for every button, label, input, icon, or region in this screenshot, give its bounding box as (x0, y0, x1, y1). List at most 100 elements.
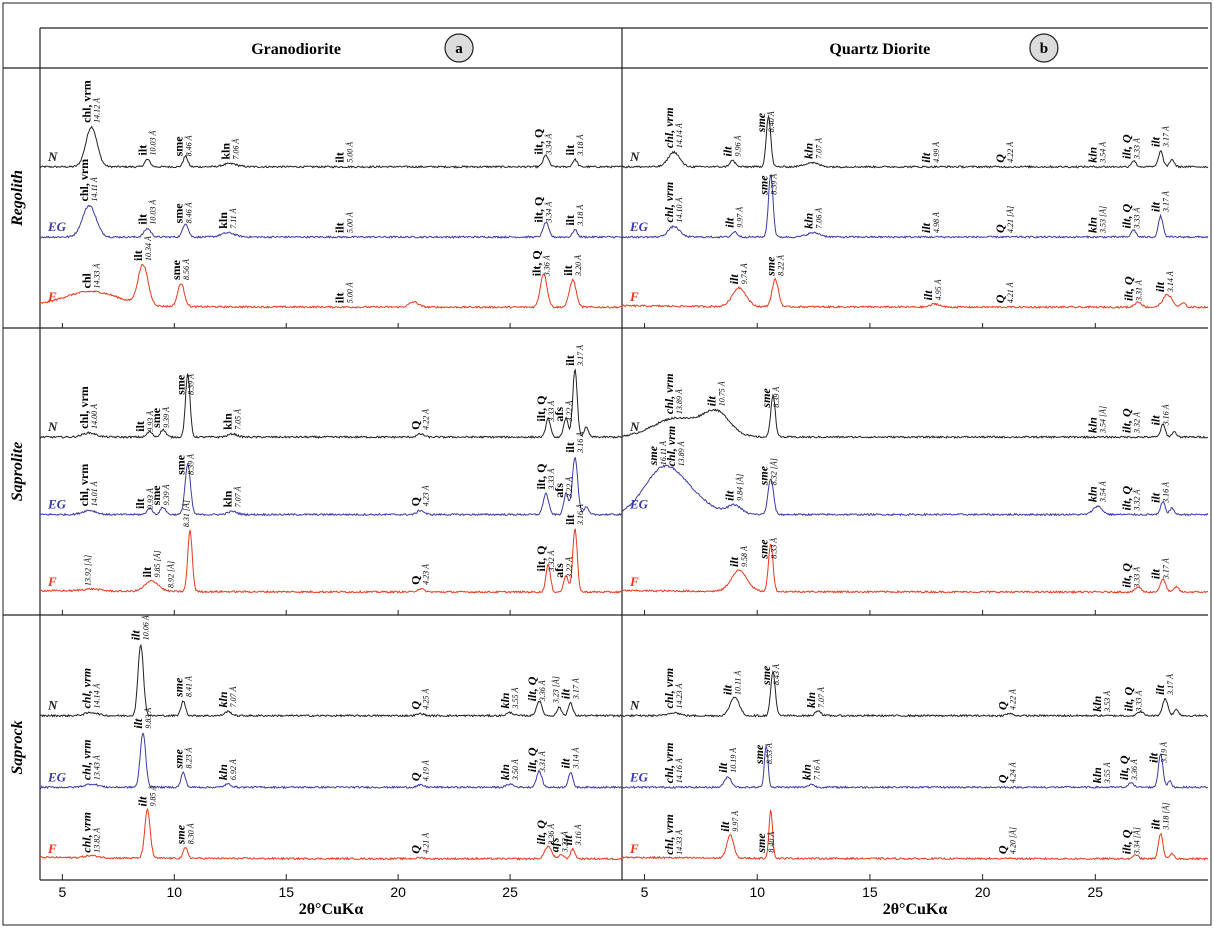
peak-annotation: ilt 3.17 Å (1149, 558, 1171, 580)
peak-annotation: ilt 9.84 [Å] (723, 474, 745, 501)
peak-annotation: ilt 3.16 Å (1149, 404, 1171, 426)
peak-phase: afs (552, 563, 566, 578)
peak-phase: Q (995, 701, 1009, 710)
peak-d-spacing: 16.11 Å (659, 441, 668, 465)
peak-annotation: sme 8.33 Å (757, 538, 779, 560)
peak-d-spacing: 14.33 Å (92, 264, 101, 289)
peak-d-spacing: 9.84 [Å] (736, 474, 745, 501)
peak-phase: kln (1086, 146, 1100, 162)
pattern-line (621, 543, 1209, 595)
peak-phase: kln (1090, 695, 1104, 711)
peak-annotation: sme 8.39 Å (174, 454, 196, 475)
peak-annotation: ilt 9.96 Å (720, 136, 742, 157)
peak-d-spacing: 3.22 Å (565, 557, 574, 579)
peak-phase: ilt (559, 758, 573, 769)
peak-phase: kln (802, 142, 816, 158)
pattern-line (621, 174, 1209, 239)
pattern-line (39, 125, 623, 169)
peak-annotation: chl, vrm 14.00 Å (77, 386, 99, 429)
peak-phase: ilt, Q (1117, 755, 1131, 780)
peak-d-spacing: 8.53 Å (765, 743, 774, 764)
peak-d-spacing: 3.19 Å (1159, 742, 1168, 764)
pattern-line (621, 114, 1209, 169)
peak-annotation: Q 4.22 Å (995, 689, 1017, 710)
peak-d-spacing: 9.97 Å (736, 207, 745, 228)
peak-phase: kln (221, 490, 235, 507)
peak-annotation: afs 3.22 Å (552, 401, 574, 423)
panel-title: Granodiorite (251, 41, 341, 58)
peak-annotation: ilt, Q 3.31 Å (1122, 276, 1144, 302)
peak-phase: ilt (919, 152, 933, 163)
peak-d-spacing: 3.33 Å (1132, 208, 1141, 230)
peak-d-spacing: 3.22 Å (560, 831, 569, 853)
pattern-line (621, 808, 1209, 861)
peak-phase: kln (221, 413, 235, 430)
peak-phase: ilt, Q (532, 197, 546, 223)
peak-annotation: chl, vrm 13.43 Å (79, 739, 101, 780)
peak-annotation: ilt, Q 3.33 Å (534, 396, 556, 423)
peak-d-spacing: 3.17 Å (1166, 674, 1175, 696)
peak-d-spacing: 3.50 Å (511, 759, 520, 781)
peak-annotation: kln 3.54 Å (1086, 142, 1108, 164)
x-tick-label: 5 (641, 884, 649, 900)
peak-d-spacing: 3.14 Å (1166, 271, 1175, 293)
peak-phase: ilt (720, 684, 734, 695)
peak-annotation: ilt 3.19 Å (1146, 742, 1168, 764)
peak-phase: sme (763, 256, 777, 277)
peak-annotation: afs 3.22 Å (547, 831, 569, 853)
peak-d-spacing: 9.85 [Å] (153, 550, 162, 577)
peak-d-spacing: 7.07 Å (817, 687, 826, 708)
peak-d-spacing: 9.39 Å (162, 484, 171, 505)
peak-phase: sme (171, 677, 185, 698)
x-tick-label: 25 (1088, 884, 1104, 900)
sample-label: F (629, 289, 639, 304)
peak-annotation: 3.23 [Å] (551, 676, 560, 704)
peak-phase: ilt (1149, 492, 1163, 503)
peak-annotation: Q 4.21 [Å] (993, 206, 1015, 233)
peak-phase: ilt (727, 274, 741, 285)
peak-annotation: 8.92 [Å] (166, 561, 175, 588)
peak-phase: Q (409, 576, 423, 585)
row-label-saprolite: Saprolite (9, 442, 26, 502)
peak-d-spacing: 3.54 [Å] (1099, 406, 1108, 434)
peak-annotation: ilt 4.99 Å (919, 142, 941, 163)
peak-d-spacing: 3.54 Å (1099, 142, 1108, 164)
peak-d-spacing: 3.36 Å (547, 824, 556, 846)
peak-annotation: ilt 3.18 Å (563, 134, 585, 156)
peak-d-spacing: 4.22 Å (1006, 142, 1015, 163)
peak-annotation: kln 7.07 Å (216, 687, 238, 708)
peak-phase: chl, vrm (662, 814, 676, 855)
peak-d-spacing: 3.54 Å (1099, 481, 1108, 503)
peak-d-spacing: 4.21 Å (422, 833, 431, 854)
peak-d-spacing: 3.33 Å (1132, 567, 1141, 589)
peak-phase: ilt (720, 146, 734, 157)
pattern-line (622, 669, 1209, 718)
peak-d-spacing: 6.92 Å (229, 759, 238, 780)
peak-d-spacing: 8.31 [Å] (182, 500, 191, 527)
peak-d-spacing: 8.46 Å (184, 202, 193, 223)
peak-d-spacing: 13.43 Å (92, 755, 101, 780)
peak-d-spacing: 3.32 Å (1132, 490, 1141, 512)
peak-phase: chl, vrm (79, 668, 93, 709)
peak-d-spacing: 8.43 Å (772, 664, 781, 685)
pattern-line (621, 745, 1209, 790)
peak-d-spacing: 4.24 Å (1008, 762, 1017, 783)
peak-phase: kln (498, 764, 512, 780)
peak-phase: ilt (723, 217, 737, 228)
peak-annotation: sme 8.46 Å (171, 202, 193, 223)
peak-annotation: ilt 3.16 Å (1149, 482, 1171, 504)
panel-title: Quartz Diorite (829, 41, 930, 58)
peak-annotation: ilt 3.16 Å (563, 432, 585, 454)
peak-annotation: ilt 3.18 [Å] (1149, 802, 1171, 830)
peak-d-spacing: 3.16 Å (1162, 404, 1171, 426)
peak-annotation: ilt, Q 3.36 Å (534, 820, 556, 846)
peak-phase: ilt (1149, 136, 1163, 147)
sample-label: N (629, 419, 640, 434)
